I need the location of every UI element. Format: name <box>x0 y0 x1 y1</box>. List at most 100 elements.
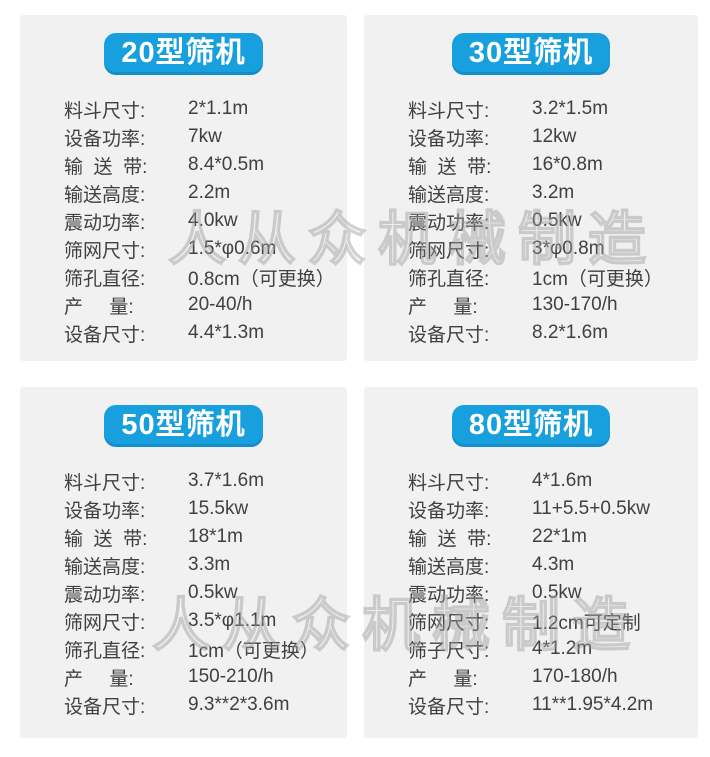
spec-value: 0.5kw <box>532 582 582 603</box>
spec-label: 震动功率: <box>408 212 490 234</box>
spec-value: 170-180/h <box>532 666 618 687</box>
spec-row: 震动功率: 0.5kw <box>408 579 698 607</box>
spec-row: 输送高度: 3.2m <box>408 179 698 207</box>
spec-label: 产 量: <box>408 296 478 318</box>
spec-value: 0.8cm（可更换） <box>188 268 335 290</box>
spec-label: 产 量: <box>64 296 134 318</box>
spec-value: 3.7*1.6m <box>188 470 265 491</box>
spec-value: 3.5*φ1.1m <box>188 610 277 631</box>
spec-row: 震动功率: 4.0kw <box>64 207 347 235</box>
spec-row: 产 量: 150-210/h <box>64 663 347 691</box>
spec-row: 筛子尺寸: 4*1.2m <box>408 635 698 663</box>
spec-row: 输 送 带: 22*1m <box>408 523 698 551</box>
spec-label: 震动功率: <box>64 584 146 606</box>
spec-row: 料斗尺寸: 3.2*1.5m <box>408 95 698 123</box>
spec-value: 7kw <box>188 126 222 147</box>
spec-value: 4.4*1.3m <box>188 322 265 343</box>
spec-value: 12kw <box>532 126 577 147</box>
spec-label: 产 量: <box>64 668 134 690</box>
spec-value: 3.2m <box>532 182 575 203</box>
spec-card-50: 50型筛机 料斗尺寸: 3.7*1.6m 设备功率: 15.5kw 输 送 带: 18*1… <box>20 387 347 738</box>
spec-label: 设备功率: <box>408 500 490 522</box>
spec-label: 输送高度: <box>408 184 490 206</box>
spec-label: 输送高度: <box>64 556 146 578</box>
spec-label: 筛孔直径: <box>408 268 490 290</box>
spec-label: 料斗尺寸: <box>64 100 146 122</box>
spec-label: 筛子尺寸: <box>408 640 490 662</box>
spec-label: 输 送 带: <box>408 528 492 550</box>
spec-table-30: 料斗尺寸: 3.2*1.5m 设备功率: 12kw 输 送 带: 16*0.8m 输送高度:… <box>364 95 698 347</box>
spec-row: 产 量: 130-170/h <box>408 291 698 319</box>
spec-label: 设备尺寸: <box>408 324 490 346</box>
model-badge-30: 30型筛机 <box>451 33 611 75</box>
spec-row: 输送高度: 2.2m <box>64 179 347 207</box>
spec-row: 输送高度: 3.3m <box>64 551 347 579</box>
spec-value: 22*1m <box>532 526 587 547</box>
spec-label: 设备功率: <box>408 128 490 150</box>
spec-value: 3.2*1.5m <box>532 98 609 119</box>
model-badge-20: 20型筛机 <box>104 33 263 75</box>
spec-label: 料斗尺寸: <box>408 472 490 494</box>
spec-card-80: 80型筛机 料斗尺寸: 4*1.6m 设备功率: 11+5.5+0.5kw 输 送 带:… <box>364 387 698 738</box>
spec-value: 18*1m <box>188 526 243 547</box>
spec-label: 设备尺寸: <box>408 696 490 718</box>
spec-value: 8.4*0.5m <box>188 154 265 175</box>
spec-value: 9.3**2*3.6m <box>188 694 290 715</box>
spec-label: 震动功率: <box>408 584 490 606</box>
spec-value: 4.0kw <box>188 210 238 231</box>
spec-row: 设备功率: 11+5.5+0.5kw <box>408 495 698 523</box>
spec-row: 震动功率: 0.5kw <box>64 579 347 607</box>
spec-row: 设备功率: 7kw <box>64 123 347 151</box>
spec-row: 筛孔直径: 0.8cm（可更换） <box>64 263 347 291</box>
spec-label: 输送高度: <box>408 556 490 578</box>
spec-row: 设备尺寸: 11**1.95*4.2m <box>408 691 698 719</box>
spec-row: 产 量: 20-40/h <box>64 291 347 319</box>
spec-row: 筛网尺寸: 1.2cm可定制 <box>408 607 698 635</box>
spec-value: 1cm（可更换） <box>188 640 319 662</box>
spec-value: 4*1.2m <box>532 638 593 659</box>
spec-row: 设备尺寸: 8.2*1.6m <box>408 319 698 347</box>
spec-label: 震动功率: <box>64 212 146 234</box>
spec-value: 1.2cm可定制 <box>532 612 641 634</box>
spec-value: 130-170/h <box>532 294 618 315</box>
spec-row: 设备尺寸: 9.3**2*3.6m <box>64 691 347 719</box>
spec-row: 震动功率: 0.5kw <box>408 207 698 235</box>
spec-label: 料斗尺寸: <box>408 100 490 122</box>
spec-row: 设备功率: 15.5kw <box>64 495 347 523</box>
spec-value: 16*0.8m <box>532 154 603 175</box>
spec-value: 4*1.6m <box>532 470 593 491</box>
spec-card-20: 20型筛机 料斗尺寸: 2*1.1m 设备功率: 7kw 输 送 带: 8.4*0.5m 输… <box>20 15 347 361</box>
spec-row: 输 送 带: 18*1m <box>64 523 347 551</box>
spec-value: 0.5kw <box>188 582 238 603</box>
spec-row: 设备功率: 12kw <box>408 123 698 151</box>
spec-label: 设备功率: <box>64 128 146 150</box>
spec-row: 输送高度: 4.3m <box>408 551 698 579</box>
spec-value: 150-210/h <box>188 666 274 687</box>
spec-row: 输 送 带: 16*0.8m <box>408 151 698 179</box>
spec-card-grid: 20型筛机 料斗尺寸: 2*1.1m 设备功率: 7kw 输 送 带: 8.4*0.5m 输… <box>20 15 698 738</box>
spec-row: 料斗尺寸: 2*1.1m <box>64 95 347 123</box>
spec-label: 筛网尺寸: <box>408 240 490 262</box>
spec-row: 设备尺寸: 4.4*1.3m <box>64 319 347 347</box>
spec-card-30: 30型筛机 料斗尺寸: 3.2*1.5m 设备功率: 12kw 输 送 带: 16*0.8… <box>364 15 698 361</box>
spec-row: 输 送 带: 8.4*0.5m <box>64 151 347 179</box>
spec-value: 20-40/h <box>188 294 253 315</box>
spec-value: 3*φ0.8m <box>532 238 605 259</box>
spec-label: 设备尺寸: <box>64 696 146 718</box>
spec-value: 0.5kw <box>532 210 582 231</box>
spec-value: 8.2*1.6m <box>532 322 609 343</box>
spec-value: 11**1.95*4.2m <box>532 694 654 715</box>
spec-table-20: 料斗尺寸: 2*1.1m 设备功率: 7kw 输 送 带: 8.4*0.5m 输送高度: 2.… <box>20 95 347 347</box>
spec-value: 2*1.1m <box>188 98 249 119</box>
spec-value: 11+5.5+0.5kw <box>532 498 650 519</box>
spec-table-80: 料斗尺寸: 4*1.6m 设备功率: 11+5.5+0.5kw 输 送 带: 22*1m 输… <box>364 467 698 719</box>
spec-label: 筛网尺寸: <box>408 612 490 634</box>
spec-row: 筛网尺寸: 3*φ0.8m <box>408 235 698 263</box>
spec-label: 料斗尺寸: <box>64 472 146 494</box>
spec-value: 15.5kw <box>188 498 249 519</box>
spec-value: 3.3m <box>188 554 231 575</box>
spec-label: 筛网尺寸: <box>64 612 146 634</box>
spec-label: 设备尺寸: <box>64 324 146 346</box>
spec-row: 料斗尺寸: 4*1.6m <box>408 467 698 495</box>
spec-label: 产 量: <box>408 668 478 690</box>
